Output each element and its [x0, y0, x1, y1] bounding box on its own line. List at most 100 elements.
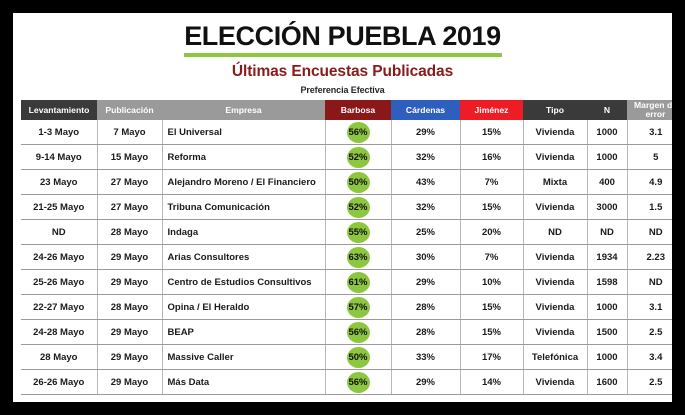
cell-cardenas: 28%	[391, 319, 461, 346]
cell-jimenez: 16%	[460, 144, 524, 171]
cell-margen: 2.5	[627, 369, 672, 396]
cell-jimenez: 17%	[460, 344, 524, 371]
table-row: 24-26 Mayo 29 Mayo Arias Consultores 63% 30%…	[21, 244, 672, 271]
cell-levantamiento: 22-27 Mayo	[21, 294, 98, 321]
cell-cardenas: 29%	[391, 369, 461, 396]
table-row: 23 Mayo 27 Mayo Alejandro Moreno / El Fina…	[21, 169, 672, 196]
cell-n: 3000	[587, 194, 628, 221]
cell-cardenas: 29%	[391, 269, 461, 296]
cell-publicacion: 29 Mayo	[97, 369, 163, 396]
cell-tipo: Vivienda	[523, 244, 588, 271]
cell-levantamiento: 28 Mayo	[21, 344, 98, 371]
header-block: ELECCIÓN PUEBLA 2019 Últimas Encuestas P…	[13, 13, 672, 95]
barbosa-highlight-pill: 61%	[346, 271, 370, 293]
barbosa-highlight-pill: 50%	[346, 346, 370, 368]
cell-n: 1000	[587, 144, 628, 171]
cell-barbosa: 55%	[325, 219, 392, 246]
barbosa-highlight-pill: 52%	[346, 196, 370, 218]
title-underline-rule	[183, 53, 502, 58]
cell-n: ND	[587, 219, 628, 246]
table-row: 28 Mayo 29 Mayo Massive Caller 50% 33% 17% Tel…	[21, 344, 672, 371]
cell-margen: ND	[627, 219, 672, 246]
cell-n: 400	[587, 169, 628, 196]
table-row: ND 28 Mayo Indaga 55% 25% 20% ND ND ND	[21, 219, 672, 246]
cell-tipo: Vivienda	[523, 294, 588, 321]
page-title: ELECCIÓN PUEBLA 2019	[184, 21, 501, 51]
column-header-jimenez[interactable]: Jiménez	[460, 100, 523, 121]
cell-barbosa: 56%	[325, 319, 392, 346]
cell-jimenez: 20%	[460, 219, 524, 246]
cell-margen: 5	[627, 144, 672, 171]
cell-tipo: Vivienda	[523, 369, 588, 396]
table-header: Levantamiento Publicación Empresa Barbos…	[21, 100, 672, 121]
cell-barbosa: 61%	[325, 269, 392, 296]
cell-tipo: ND	[523, 219, 588, 246]
polls-table: Levantamiento Publicación Empresa Barbos…	[21, 100, 672, 396]
column-header-levantamiento[interactable]: Levantamiento	[21, 100, 97, 121]
cell-levantamiento: ND	[21, 219, 98, 246]
cell-empresa: El Universal	[162, 120, 326, 146]
column-header-tipo[interactable]: Tipo	[523, 100, 587, 121]
table-body: 1-3 Mayo 7 Mayo El Universal 56% 29% 15% Vivie…	[21, 120, 672, 396]
cell-publicacion: 27 Mayo	[97, 169, 163, 196]
cell-n: 1000	[587, 344, 628, 371]
cell-jimenez: 15%	[460, 120, 524, 146]
cell-publicacion: 29 Mayo	[97, 244, 163, 271]
cell-barbosa: 52%	[325, 194, 392, 221]
cell-cardenas: 33%	[391, 344, 461, 371]
cell-publicacion: 27 Mayo	[97, 194, 163, 221]
barbosa-highlight-pill: 57%	[346, 296, 370, 318]
cell-empresa: Opina / El Heraldo	[162, 294, 326, 321]
cell-tipo: Telefónica	[523, 344, 588, 371]
cell-empresa: Massive Caller	[162, 344, 326, 371]
cell-cardenas: 28%	[391, 294, 461, 321]
cell-publicacion: 7 Mayo	[97, 120, 163, 146]
page-subtitle: Últimas Encuestas Publicadas	[231, 63, 454, 81]
column-header-publicacion[interactable]: Publicación	[97, 100, 162, 121]
column-header-n[interactable]: N	[587, 100, 627, 121]
cell-barbosa: 63%	[325, 244, 392, 271]
cell-publicacion: 28 Mayo	[97, 294, 163, 321]
cell-jimenez: 14%	[460, 369, 524, 396]
cell-barbosa: 56%	[325, 369, 392, 396]
cell-n: 1598	[587, 269, 628, 296]
cell-empresa: Alejandro Moreno / El Financiero	[162, 169, 326, 196]
column-header-barbosa[interactable]: Barbosa	[325, 100, 391, 121]
cell-levantamiento: 26-26 Mayo	[21, 369, 98, 396]
cell-n: 1000	[587, 294, 628, 321]
table-row: 26-26 Mayo 29 Mayo Más Data 56% 29% 14% Vivien…	[21, 369, 672, 396]
barbosa-highlight-pill: 52%	[346, 146, 370, 168]
table-header-row: Levantamiento Publicación Empresa Barbos…	[21, 100, 672, 121]
cell-n: 1000	[587, 120, 628, 146]
cell-empresa: Reforma	[162, 144, 326, 171]
cell-n: 1934	[587, 244, 628, 271]
cell-levantamiento: 23 Mayo	[21, 169, 98, 196]
table-row: 24-28 Mayo 29 Mayo BEAP 56% 28% 15% Vivienda 15…	[21, 319, 672, 346]
cell-publicacion: 29 Mayo	[97, 269, 163, 296]
cell-margen: 2.5	[627, 319, 672, 346]
cell-empresa: Indaga	[162, 219, 326, 246]
cell-margen: 3.1	[627, 120, 672, 146]
cell-jimenez: 7%	[460, 169, 524, 196]
cell-cardenas: 29%	[391, 120, 461, 146]
table-row: 1-3 Mayo 7 Mayo El Universal 56% 29% 15% Vivie…	[21, 120, 672, 146]
column-header-empresa[interactable]: Empresa	[162, 100, 325, 121]
cell-n: 1500	[587, 319, 628, 346]
cell-margen: ND	[627, 269, 672, 296]
cell-publicacion: 15 Mayo	[97, 144, 163, 171]
cell-margen: 2.23	[627, 244, 672, 271]
cell-tipo: Vivienda	[523, 319, 588, 346]
cell-tipo: Mixta	[523, 169, 588, 196]
column-header-cardenas[interactable]: Cárdenas	[391, 100, 460, 121]
cell-jimenez: 15%	[460, 194, 524, 221]
cell-levantamiento: 25-26 Mayo	[21, 269, 98, 296]
cell-tipo: Vivienda	[523, 269, 588, 296]
cell-publicacion: 28 Mayo	[97, 219, 163, 246]
cell-levantamiento: 1-3 Mayo	[21, 120, 98, 146]
cell-tipo: Vivienda	[523, 120, 588, 146]
cell-levantamiento: 9-14 Mayo	[21, 144, 98, 171]
column-header-margen[interactable]: Margen de error	[627, 100, 672, 121]
cell-empresa: Tribuna Comunicación	[162, 194, 326, 221]
cell-jimenez: 10%	[460, 269, 524, 296]
cell-barbosa: 50%	[325, 169, 392, 196]
